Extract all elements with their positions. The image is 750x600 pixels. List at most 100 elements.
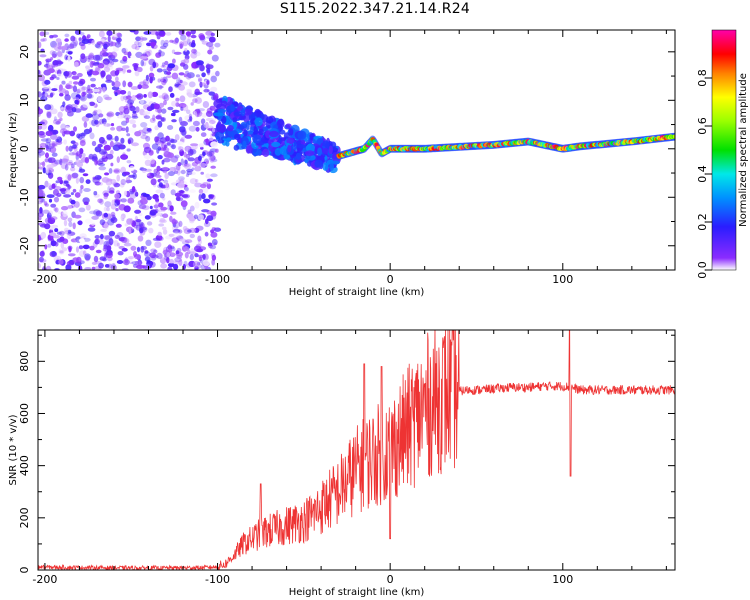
spectrogram-blob [200, 183, 207, 189]
spectrogram-blob [116, 156, 121, 164]
spectrogram-blob [64, 164, 69, 171]
spectrogram-blob [53, 84, 60, 90]
spectrogram-blob [158, 223, 165, 227]
spectrogram-blob [75, 246, 80, 253]
spectrogram-blob [77, 72, 83, 78]
spectrogram-blob [178, 84, 186, 91]
spectrogram-blob [165, 135, 170, 142]
spectrogram-blob [127, 81, 133, 88]
spectrogram-blob [163, 150, 169, 155]
spectrogram-blob [81, 153, 86, 158]
spectrogram-blob [105, 64, 114, 70]
spectrogram-blob [79, 238, 85, 244]
colorbar-tick-label: 0.0 [696, 261, 709, 279]
spectrogram-blob [94, 235, 101, 239]
spectrogram-blob [161, 226, 167, 231]
spectrogram-blob [152, 114, 156, 122]
spectrogram-blob [68, 80, 73, 85]
spectrogram-blob [47, 183, 52, 189]
spectrogram-blob [122, 55, 128, 62]
spectrogram-blob [67, 229, 72, 234]
spectrogram-blob [98, 30, 105, 38]
spectrogram-blob [317, 137, 324, 144]
spectrogram-blob [148, 72, 155, 79]
spectrogram-blob [158, 51, 166, 57]
spectrogram-blob [204, 231, 209, 237]
spectrogram-blob [57, 111, 63, 119]
spectrogram-blob [85, 113, 94, 118]
colorbar-label: Normalized spectral amplitude [738, 73, 749, 227]
spectrogram-blob [46, 145, 54, 150]
spectrogram-blob [70, 103, 78, 110]
spectrogram-blob [88, 54, 95, 61]
spectrogram-blob [176, 168, 181, 176]
spectrogram-blob [141, 37, 148, 41]
spectrogram-blob [126, 69, 132, 73]
spectrogram-blob [106, 111, 115, 118]
spectrogram-blob [198, 188, 204, 194]
spectrogram-blob [120, 215, 124, 220]
spectrogram-blob [45, 137, 51, 144]
spectrogram-blob [42, 161, 46, 168]
spectrogram-blob [178, 176, 185, 181]
spectrogram-blob [49, 146, 57, 154]
spectrogram-blob [129, 188, 137, 193]
spectrogram-blob [134, 45, 140, 51]
spectrogram-blob [40, 231, 47, 239]
spectrogram-blob [146, 127, 152, 132]
spectrogram-blob [206, 107, 213, 114]
spectrogram-blob [76, 133, 81, 139]
spectrogram-blob [83, 121, 88, 128]
spectrogram-blob [74, 99, 79, 105]
spectrogram-blob [145, 239, 152, 246]
spectrogram-blob [53, 116, 57, 122]
spectrogram-blob [127, 256, 135, 260]
spectrogram-blob [65, 145, 69, 152]
spectrogram-blob [104, 66, 110, 73]
spectrogram-blob [38, 184, 46, 190]
spectrogram-blob [64, 54, 69, 61]
spectrogram-blob [213, 112, 224, 117]
spectrogram-blob [138, 221, 144, 227]
spectrogram-blob [183, 151, 187, 158]
spectrogram-blob [141, 167, 147, 174]
spectrogram-blob [140, 134, 148, 140]
spectrogram-blob [79, 167, 83, 171]
spectrogram-blob [185, 173, 190, 177]
spectrogram-blob [70, 35, 76, 42]
spectrogram-blob [60, 123, 67, 131]
spectrogram-blob [93, 109, 98, 114]
spectrogram-blob [162, 229, 168, 235]
spectrogram-blob [115, 76, 119, 82]
spectrogram-blob [63, 219, 68, 227]
spectrogram-blob [139, 229, 146, 236]
spectrogram-blob [92, 241, 98, 248]
spectrogram-blob [102, 58, 110, 65]
spectrogram-blob [101, 118, 107, 125]
spectrogram-blob [194, 108, 201, 114]
spectrogram-blob [160, 77, 164, 82]
spectrogram-blob [52, 60, 59, 66]
spectrogram-blob [126, 160, 132, 164]
spectrogram-blob [119, 59, 128, 64]
spectrogram-blob [173, 260, 179, 265]
spectrogram-blob [87, 73, 92, 78]
spectrogram-blob [207, 242, 213, 247]
spectrogram-blob [198, 82, 206, 87]
spectrogram-blob [138, 204, 147, 210]
spectrogram-blob [210, 165, 216, 169]
spectrogram-blob [44, 79, 51, 85]
spectrogram-blob [121, 127, 126, 131]
spectrogram-blob [210, 229, 215, 234]
spectrogram-blob [93, 255, 99, 263]
spectrogram-blob [102, 235, 111, 240]
spectrogram-blob [115, 223, 122, 228]
spectrogram-blob [120, 95, 125, 102]
spectrogram-blob [96, 61, 100, 65]
spectrogram-blob [173, 263, 179, 270]
spectrogram-blob [87, 57, 91, 63]
spectrogram-blob [208, 91, 216, 96]
spectrogram-blob [171, 119, 177, 123]
spectrogram-blob [136, 246, 141, 253]
spectrogram-blob [135, 224, 142, 231]
